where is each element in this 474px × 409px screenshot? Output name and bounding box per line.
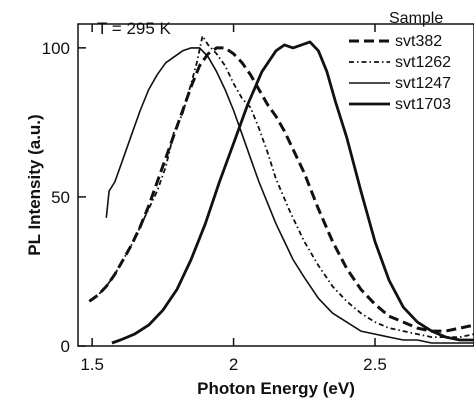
x-axis-label: Photon Energy (eV) (197, 379, 355, 398)
series-line-svt1703 (111, 40, 474, 345)
plot-frame (77, 23, 474, 347)
legend-label-svt382: svt382 (395, 33, 442, 50)
y-axis-label: PL Intensity (a.u.) (25, 114, 44, 255)
y-tick-label: 100 (42, 39, 70, 58)
temperature-annotation: T = 295 K (97, 19, 172, 38)
series-line-svt1247 (105, 47, 474, 344)
x-tick-label: 2.5 (363, 355, 387, 374)
x-tick-label: 2 (229, 355, 238, 374)
series-line-svt1262 (88, 35, 474, 339)
legend: svt382 svt1262 svt1247 svt1703 (349, 33, 451, 113)
legend-title: Sample (389, 10, 443, 27)
series-line-svt382 (88, 46, 474, 333)
legend-label-svt1262: svt1262 (395, 54, 451, 71)
y-tick-label: 50 (51, 188, 70, 207)
y-tick-label: 0 (61, 337, 70, 356)
legend-label-svt1247: svt1247 (395, 75, 451, 92)
legend-label-svt1703: svt1703 (395, 96, 451, 113)
x-tick-label: 1.5 (80, 355, 104, 374)
